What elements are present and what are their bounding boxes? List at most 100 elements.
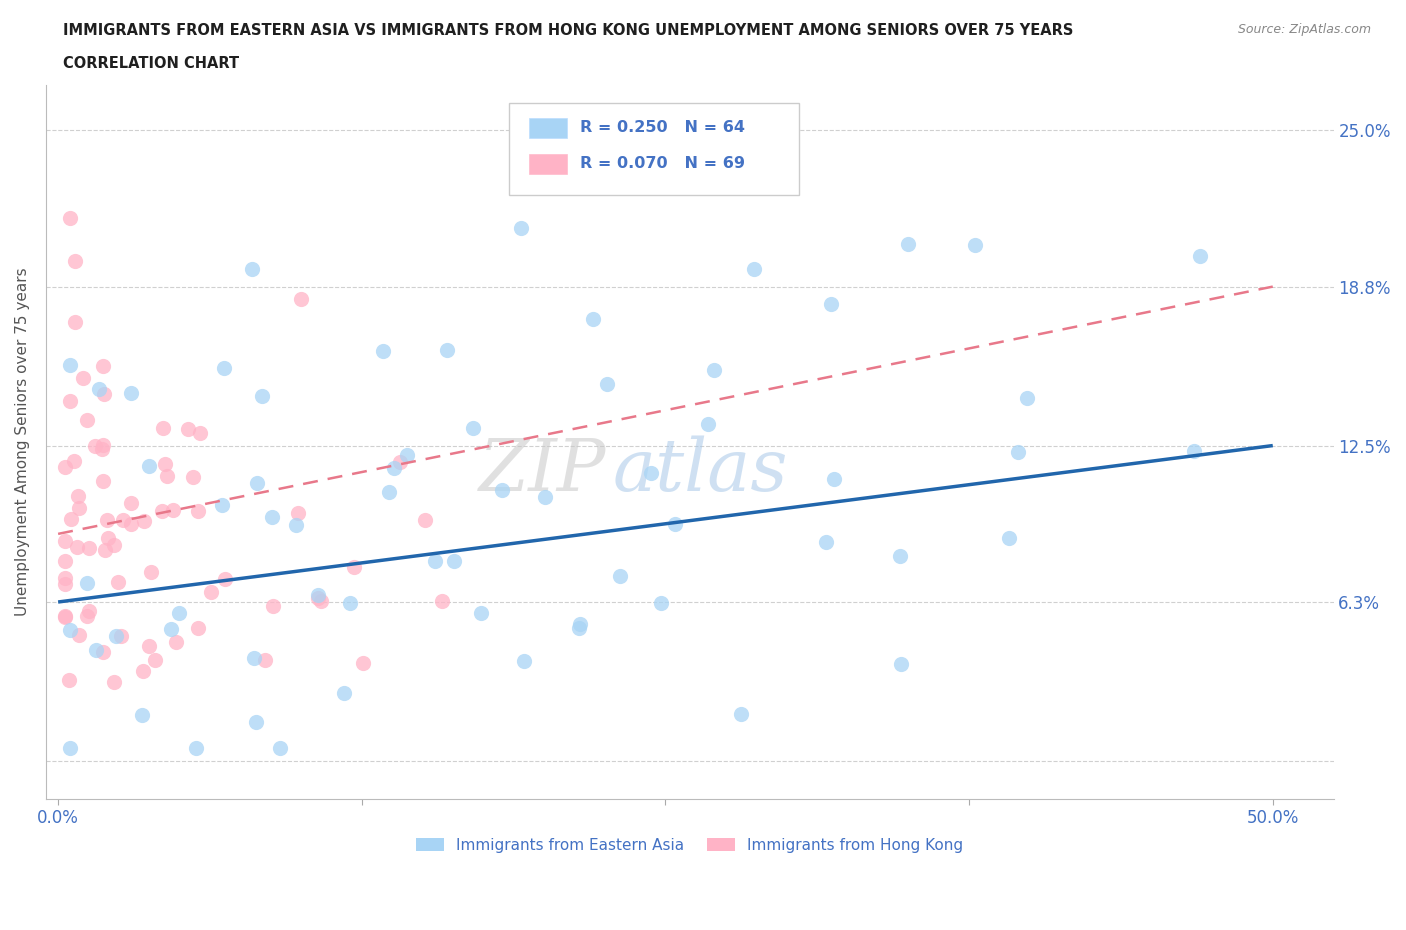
Point bbox=[66, 489, 89, 504]
Point bbox=[339, 596, 361, 611]
Point bbox=[152, 421, 174, 436]
Point bbox=[640, 466, 662, 481]
Legend: Immigrants from Eastern Asia, Immigrants from Hong Kong: Immigrants from Eastern Asia, Immigrants… bbox=[411, 831, 969, 859]
Point bbox=[76, 608, 98, 623]
Point bbox=[91, 474, 114, 489]
Point bbox=[432, 594, 454, 609]
Point bbox=[290, 292, 312, 307]
Text: Source: ZipAtlas.com: Source: ZipAtlas.com bbox=[1237, 23, 1371, 36]
Point bbox=[132, 664, 155, 679]
Point bbox=[162, 503, 184, 518]
Point bbox=[59, 741, 82, 756]
Point bbox=[214, 572, 236, 587]
Point bbox=[131, 707, 153, 722]
Point bbox=[250, 388, 273, 403]
Point bbox=[181, 470, 204, 485]
Point bbox=[307, 591, 329, 605]
Point bbox=[55, 553, 77, 568]
Point bbox=[76, 576, 98, 591]
Point bbox=[112, 513, 135, 528]
Point bbox=[89, 381, 111, 396]
Point bbox=[307, 588, 329, 603]
Point bbox=[55, 459, 77, 474]
Point bbox=[96, 513, 118, 528]
Point bbox=[1188, 249, 1211, 264]
Point bbox=[120, 385, 142, 400]
Point bbox=[242, 261, 264, 276]
Point bbox=[269, 741, 291, 756]
Point bbox=[138, 639, 160, 654]
Point bbox=[67, 628, 90, 643]
Point bbox=[1182, 444, 1205, 458]
Point bbox=[243, 651, 266, 666]
Point bbox=[59, 211, 82, 226]
Point bbox=[609, 569, 631, 584]
Point bbox=[285, 518, 308, 533]
Point bbox=[309, 593, 332, 608]
Point bbox=[568, 620, 591, 635]
Point bbox=[90, 442, 112, 457]
Point bbox=[59, 357, 82, 372]
Point bbox=[77, 604, 100, 618]
Point bbox=[55, 609, 77, 624]
Text: atlas: atlas bbox=[613, 435, 787, 506]
Point bbox=[156, 469, 179, 484]
Point bbox=[107, 575, 129, 590]
Point bbox=[67, 501, 90, 516]
Y-axis label: Unemployment Among Seniors over 75 years: Unemployment Among Seniors over 75 years bbox=[15, 268, 30, 616]
Point bbox=[91, 359, 114, 374]
Point bbox=[1015, 391, 1038, 405]
Point bbox=[55, 608, 77, 623]
Point bbox=[703, 363, 725, 378]
Text: ZIP: ZIP bbox=[478, 435, 606, 506]
Point bbox=[470, 605, 492, 620]
Point bbox=[730, 706, 752, 721]
Point bbox=[352, 656, 374, 671]
Point bbox=[890, 657, 912, 671]
Point bbox=[83, 438, 105, 453]
Point bbox=[581, 312, 603, 326]
FancyBboxPatch shape bbox=[509, 102, 799, 195]
Point bbox=[55, 577, 77, 591]
Point bbox=[55, 534, 77, 549]
Point bbox=[66, 539, 89, 554]
Point bbox=[55, 571, 77, 586]
Point bbox=[897, 236, 920, 251]
Point bbox=[187, 621, 209, 636]
Point bbox=[245, 714, 267, 729]
Point bbox=[287, 506, 309, 521]
Point bbox=[84, 643, 107, 658]
Point bbox=[186, 504, 208, 519]
Point bbox=[1007, 445, 1029, 459]
Point bbox=[150, 504, 173, 519]
Point bbox=[260, 509, 283, 524]
Point bbox=[72, 370, 94, 385]
Point bbox=[103, 538, 125, 552]
Point bbox=[342, 560, 364, 575]
Point bbox=[77, 541, 100, 556]
Point bbox=[155, 457, 177, 472]
Point bbox=[76, 413, 98, 428]
Point bbox=[650, 595, 672, 610]
Point bbox=[97, 531, 120, 546]
Point bbox=[997, 531, 1019, 546]
FancyBboxPatch shape bbox=[529, 154, 568, 174]
Point bbox=[815, 535, 838, 550]
Point bbox=[211, 498, 233, 512]
Point bbox=[965, 237, 987, 252]
Point bbox=[534, 490, 557, 505]
Point bbox=[889, 549, 911, 564]
Point bbox=[332, 685, 354, 700]
Point bbox=[120, 516, 142, 531]
Point bbox=[188, 425, 211, 440]
Point bbox=[132, 513, 155, 528]
Point bbox=[569, 617, 592, 631]
Point bbox=[664, 516, 686, 531]
FancyBboxPatch shape bbox=[529, 118, 568, 139]
Text: IMMIGRANTS FROM EASTERN ASIA VS IMMIGRANTS FROM HONG KONG UNEMPLOYMENT AMONG SEN: IMMIGRANTS FROM EASTERN ASIA VS IMMIGRAN… bbox=[63, 23, 1074, 38]
Point bbox=[823, 472, 845, 487]
Point bbox=[395, 447, 418, 462]
Point bbox=[513, 654, 536, 669]
Point bbox=[820, 296, 842, 311]
Point bbox=[63, 254, 86, 269]
